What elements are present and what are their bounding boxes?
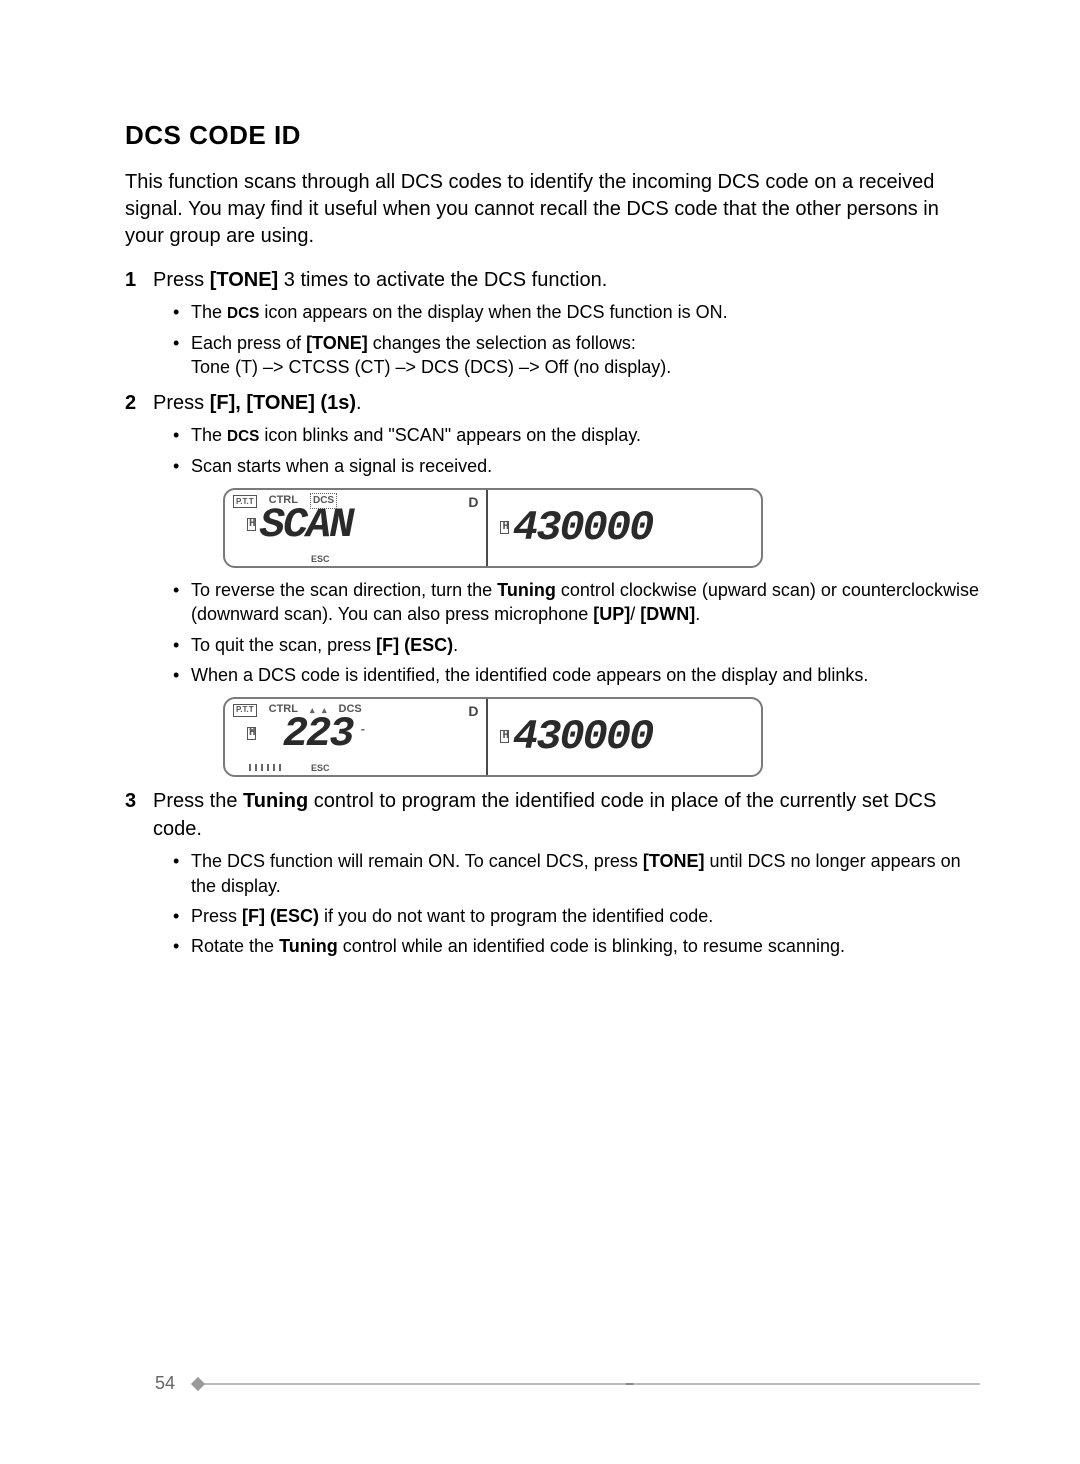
text: To quit the scan, press	[191, 635, 376, 655]
seg-right-value: 430000	[513, 713, 652, 761]
text-bold: [UP]	[593, 604, 630, 624]
text-bold: [TONE]	[643, 851, 705, 871]
step-1-sub-2: Each press of [TONE] changes the selecti…	[173, 331, 980, 380]
text-bold: Tuning	[497, 580, 556, 600]
seg-left-value: SCAN	[260, 501, 353, 549]
footer-rule	[193, 1383, 980, 1385]
text: To reverse the scan direction, turn the	[191, 580, 497, 600]
seg-right-value: 430000	[513, 504, 652, 552]
step-3-bold: Tuning	[243, 790, 308, 812]
text-bold: Tuning	[279, 936, 338, 956]
text: control while an identified code is blin…	[338, 936, 845, 956]
text: /	[630, 604, 640, 624]
step-2: Press [F], [TONE] (1s). The DCS icon bli…	[125, 389, 980, 777]
step-3-sub-2: Press [F] (ESC) if you do not want to pr…	[173, 904, 980, 928]
step-1-bold: [TONE]	[210, 269, 279, 291]
step-1: Press [TONE] 3 times to activate the DCS…	[125, 266, 980, 379]
step-1-text-after: 3 times to activate the DCS function.	[278, 269, 607, 291]
text: icon blinks and "SCAN" appears on the di…	[259, 425, 641, 445]
dcs-icon-text: DCS	[227, 428, 259, 445]
dcs-icon-text: DCS	[227, 305, 259, 322]
lcd-display-scan: P.T.T CTRL DCS HSCAN D ESC H430000	[223, 488, 763, 568]
h-icon: H	[500, 730, 509, 743]
text-bold: [F] (ESC)	[376, 635, 453, 655]
step-2-sub-a2: Scan starts when a signal is received.	[173, 454, 980, 478]
text: Rotate the	[191, 936, 279, 956]
step-2-text-after: .	[356, 392, 362, 414]
step-2-sub-b2: To quit the scan, press [F] (ESC).	[173, 633, 980, 657]
step-3-sub-3: Rotate the Tuning control while an ident…	[173, 934, 980, 958]
step-1-sub-1: The DCS icon appears on the display when…	[173, 300, 980, 325]
step-2-bold: [F], [TONE] (1s)	[210, 392, 356, 414]
page-footer: 54	[155, 1373, 980, 1394]
text: The	[191, 425, 227, 445]
step-2-text-before: Press	[153, 392, 210, 414]
text-bold: [F] (ESC)	[242, 906, 319, 926]
d-label: D	[468, 702, 478, 722]
text: Tone (T) –> CTCSS (CT) –> DCS (DCS) –> O…	[191, 357, 671, 377]
section-heading: DCS CODE ID	[125, 120, 980, 151]
text: Scan starts when a signal is received.	[191, 456, 492, 476]
esc-label: ESC	[311, 553, 330, 566]
step-1-text-before: Press	[153, 269, 210, 291]
text: if you do not want to program the identi…	[319, 906, 713, 926]
step-3: Press the Tuning control to program the …	[125, 787, 980, 958]
footer-diamond-icon	[191, 1376, 205, 1390]
step-2-sub-b3: When a DCS code is identified, the ident…	[173, 663, 980, 687]
seg-left-num: 223	[283, 710, 353, 758]
d-label: D	[468, 493, 478, 513]
text: .	[695, 604, 700, 624]
scale-marks	[239, 759, 319, 771]
seg-left-value: - 223 -	[260, 710, 353, 758]
intro-paragraph: This function scans through all DCS code…	[125, 169, 980, 250]
text: When a DCS code is identified, the ident…	[191, 665, 868, 685]
h-icon: H	[247, 518, 256, 531]
text: icon appears on the display when the DCS…	[259, 302, 727, 322]
step-2-sub-a1: The DCS icon blinks and "SCAN" appears o…	[173, 423, 980, 448]
text: Each press of	[191, 333, 306, 353]
text: changes the selection as follows:	[368, 333, 636, 353]
text: Press	[191, 906, 242, 926]
esc-label: ESC	[311, 762, 330, 775]
page-number: 54	[155, 1373, 175, 1394]
text: The DCS function will remain ON. To canc…	[191, 851, 643, 871]
step-2-sub-b1: To reverse the scan direction, turn the …	[173, 578, 980, 627]
text-bold: [TONE]	[306, 333, 368, 353]
text: .	[453, 635, 458, 655]
h-icon: H	[500, 521, 509, 534]
step-3-sub-1: The DCS function will remain ON. To canc…	[173, 849, 980, 898]
step-3-text-before: Press the	[153, 790, 243, 812]
text-bold: [DWN]	[640, 604, 695, 624]
text: The	[191, 302, 227, 322]
lcd-display-code: P.T.T CTRL ▴ ▴ DCS H - 223 -	[223, 697, 763, 777]
